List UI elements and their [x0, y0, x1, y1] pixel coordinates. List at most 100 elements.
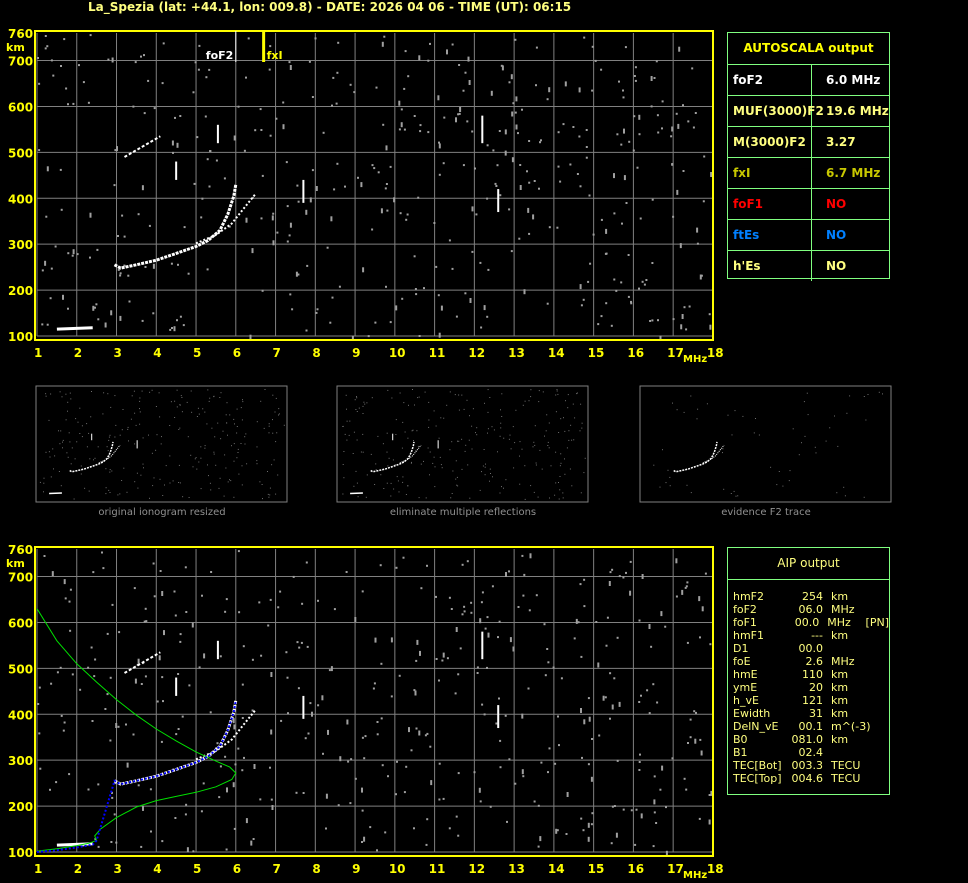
thumbnail-noise — [121, 429, 123, 431]
aip-cell: 00.0 — [798, 642, 824, 655]
x-tick-label: 18 — [707, 862, 724, 876]
noise-echo — [638, 287, 640, 290]
thumbnail-noise — [676, 409, 678, 411]
noise-echo — [292, 575, 295, 578]
noise-echo — [407, 75, 410, 78]
noise-echo — [247, 37, 250, 40]
aip-cell: Ewidth — [733, 707, 771, 720]
thumbnail-noise — [390, 482, 392, 484]
noise-echo — [495, 185, 498, 187]
noise-echo — [114, 782, 117, 785]
noise-echo — [661, 127, 663, 130]
noise-echo — [620, 143, 623, 146]
noise-echo — [622, 808, 625, 811]
noise-echo — [419, 124, 422, 127]
thumbnail-noise — [204, 447, 206, 449]
thumbnail-noise — [562, 497, 564, 499]
noise-echo — [208, 185, 211, 188]
thumbnail-noise — [242, 399, 243, 401]
noise-echo — [591, 812, 594, 815]
noise-echo — [450, 608, 453, 610]
noise-echo — [119, 272, 122, 275]
aip-row: TEC[Bot] 003.3 TECU — [728, 759, 889, 772]
thumbnail-noise — [469, 497, 471, 499]
aip-row: D1 00.0 — [728, 642, 889, 655]
thumbnail-noise — [241, 465, 243, 467]
noise-echo — [589, 262, 592, 265]
noise-echo — [508, 570, 510, 573]
thumbnail-noise — [278, 408, 280, 410]
noise-echo — [415, 659, 418, 662]
thumbnail-noise — [469, 415, 470, 417]
thumbnail-noise — [105, 487, 107, 489]
noise-echo — [38, 686, 41, 689]
noise-echo — [330, 666, 333, 672]
noise-echo — [147, 79, 150, 82]
x-tick-label: 17 — [667, 346, 684, 360]
thumbnail-noise — [479, 489, 481, 491]
noise-echo — [546, 302, 549, 305]
noise-echo — [590, 776, 593, 782]
noise-echo — [386, 209, 389, 212]
thumbnail-noise — [192, 466, 194, 468]
thumbnail-noise — [365, 496, 367, 498]
thumbnail-noise — [133, 390, 135, 392]
noise-echo — [476, 672, 479, 674]
thumbnail-noise — [268, 425, 270, 427]
thumbnail-noise — [387, 465, 389, 467]
noise-echo — [223, 177, 226, 180]
noise-echo — [594, 59, 597, 62]
thumbnail-noise — [458, 440, 460, 442]
noise-echo — [269, 134, 272, 137]
thumbnail-noise — [139, 411, 141, 413]
thumbnail-noise — [706, 403, 708, 405]
noise-echo — [361, 809, 364, 812]
noise-echo — [613, 212, 616, 215]
noise-echo — [330, 216, 333, 222]
thumbnail-noise — [278, 413, 280, 415]
thumbnail-noise — [463, 408, 465, 410]
noise-echo — [539, 141, 541, 144]
noise-echo — [608, 581, 611, 586]
thumbnail-noise — [141, 390, 143, 392]
noise-echo — [254, 129, 257, 132]
thumbnail-noise — [377, 435, 379, 437]
noise-echo — [335, 102, 338, 105]
noise-echo — [606, 616, 609, 619]
noise-echo — [659, 335, 662, 341]
thumbnail-noise — [425, 497, 427, 499]
thumbnail-noise — [352, 453, 354, 454]
thumbnail-noise — [789, 470, 791, 472]
y-tick-label: 400 — [8, 708, 33, 722]
thumbnail-noise — [570, 424, 572, 426]
noise-echo — [413, 115, 416, 117]
x-tick-label: 2 — [74, 862, 82, 876]
noise-echo — [200, 810, 203, 813]
thumbnail-noise — [401, 447, 403, 449]
noise-echo — [115, 841, 118, 844]
noise-echo — [38, 149, 41, 152]
noise-echo — [602, 695, 605, 701]
noise-echo — [548, 226, 551, 229]
thumbnail-noise — [164, 484, 165, 486]
noise-echo — [376, 733, 379, 736]
thumbnail-noise — [246, 463, 248, 465]
thumbnail-f2-trace — [370, 441, 415, 473]
noise-echo — [528, 181, 531, 184]
thumbnail-noise — [500, 427, 502, 429]
noise-echo — [487, 632, 490, 638]
noise-echo — [696, 227, 699, 233]
aip-cell: km — [831, 668, 849, 681]
aip-cell: km — [831, 707, 849, 720]
noise-echo — [92, 571, 95, 574]
aip-cell: ymE — [733, 681, 758, 694]
thumbnail-noise — [275, 441, 277, 443]
thumbnail-noise — [122, 409, 124, 410]
y-tick-label: 100 — [8, 330, 33, 344]
noise-echo — [242, 645, 245, 648]
noise-echo — [499, 766, 502, 769]
noise-echo — [708, 313, 711, 316]
thumbnail-noise — [521, 448, 523, 450]
thumbnail-noise — [174, 400, 176, 402]
noise-echo — [655, 822, 658, 824]
